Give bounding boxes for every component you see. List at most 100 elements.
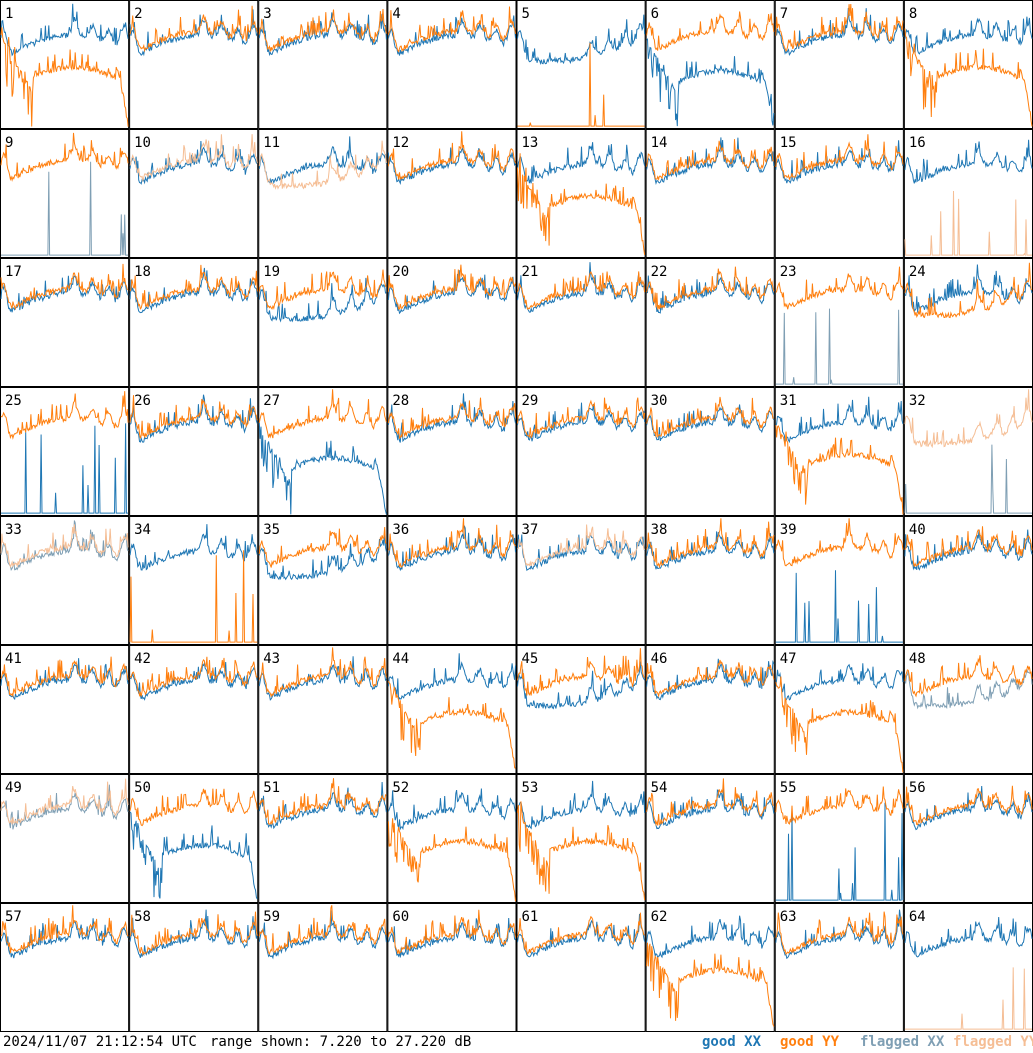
- series-xx-line: [0, 275, 129, 313]
- antenna-tile: 15: [774, 129, 904, 258]
- series-xx-line: [775, 570, 903, 643]
- legend-flagged-yy: flagged YY: [953, 1034, 1033, 1050]
- series-yy-line: [775, 266, 904, 310]
- antenna-tile: 37: [516, 516, 646, 645]
- tile-frame: [774, 645, 904, 774]
- series-yy-line: [646, 139, 775, 181]
- series-yy-line: [129, 264, 258, 310]
- tile-label: 38: [651, 522, 668, 538]
- series-xx-line: [646, 404, 775, 442]
- antenna-tile: 13: [516, 129, 646, 258]
- tile-label: 30: [651, 393, 668, 409]
- antenna-tile: 11: [258, 129, 388, 258]
- tile-label: 55: [780, 780, 797, 796]
- antenna-tile: 40: [903, 516, 1033, 645]
- antenna-tile: 18: [129, 258, 259, 387]
- series-yy-line: [387, 6, 516, 53]
- antenna-tile: 26: [129, 387, 259, 516]
- series-yy-line: [387, 909, 516, 955]
- antenna-tile: 57: [0, 903, 130, 1032]
- tile-frame: [0, 0, 130, 129]
- antenna-tile: 64: [903, 903, 1033, 1032]
- antenna-tile: 21: [516, 258, 646, 387]
- series-yy-line: [129, 134, 258, 183]
- tile-label: 31: [780, 393, 797, 409]
- tile-frame: [516, 903, 646, 1032]
- tile-label: 11: [263, 135, 280, 151]
- antenna-tile: 20: [387, 258, 517, 387]
- antenna-tile: 50: [129, 774, 259, 903]
- tile-frame: [0, 387, 130, 516]
- series-yy-line: [646, 396, 774, 439]
- antenna-tile: 45: [516, 645, 646, 774]
- series-xx-line: [904, 916, 1033, 958]
- series-xx-line: [775, 308, 903, 385]
- series-xx-line: [0, 658, 129, 701]
- tile-label: 34: [134, 522, 151, 538]
- series-xx-line: [387, 15, 516, 56]
- series-xx-line: [646, 137, 775, 186]
- tile-label: 45: [522, 651, 539, 667]
- series-yy-line: [129, 5, 258, 53]
- series-yy-line: [129, 911, 258, 956]
- series-yy-line: [904, 28, 1033, 127]
- tile-label: 32: [909, 393, 926, 409]
- antenna-tile: 30: [645, 387, 775, 516]
- tile-frame: [0, 903, 130, 1032]
- tile-label: 10: [134, 135, 151, 151]
- legend-good-xx: good XX: [702, 1034, 762, 1050]
- tile-frame: [387, 903, 517, 1032]
- series-xx-line: [517, 14, 646, 66]
- series-yy-line: [775, 3, 904, 53]
- tile-frame: [0, 645, 130, 774]
- series-yy-line: [258, 389, 387, 439]
- series-xx-line: [129, 661, 258, 701]
- tile-frame: [774, 903, 904, 1032]
- antenna-tile: 1: [0, 0, 130, 129]
- antenna-tile: 42: [129, 645, 259, 774]
- series-yy-line: [258, 526, 387, 568]
- tile-label: 3: [263, 6, 271, 22]
- tile-label: 37: [522, 522, 539, 538]
- series-yy-line: [258, 905, 387, 955]
- antenna-tile: 53: [516, 774, 646, 903]
- series-xx-line: [904, 139, 1033, 184]
- tile-label: 26: [134, 393, 151, 409]
- series-yy-line: [517, 912, 645, 956]
- series-yy-line: [775, 786, 904, 825]
- antenna-tile: 19: [258, 258, 388, 387]
- antenna-tile: 17: [0, 258, 130, 387]
- tile-frame: [903, 903, 1033, 1032]
- tile-frame: [258, 129, 388, 258]
- tile-label: 64: [909, 909, 926, 925]
- antenna-tile: 6: [645, 0, 775, 129]
- series-yy-line: [775, 518, 904, 567]
- series-yy-line: [775, 425, 904, 515]
- tile-label: 13: [522, 135, 539, 151]
- series-xx-line: [129, 909, 258, 958]
- antenna-tile: 5: [516, 0, 646, 129]
- series-yy-line: [646, 659, 775, 698]
- series-xx-line: [0, 784, 129, 830]
- series-xx-line: [387, 653, 516, 701]
- series-yy-line: [387, 131, 516, 181]
- tile-frame: [129, 903, 259, 1032]
- series-yy-line: [904, 655, 1033, 698]
- series-yy-line: [517, 397, 646, 439]
- antenna-tile: 43: [258, 645, 388, 774]
- tile-label: 35: [263, 522, 280, 538]
- series-xx-line: [775, 7, 904, 56]
- series-yy-line: [904, 262, 1033, 319]
- tile-label: 2: [134, 6, 142, 22]
- antenna-tile: 33: [0, 516, 130, 645]
- series-yy-line: [129, 550, 258, 643]
- series-yy-line: [258, 269, 387, 311]
- series-yy-line: [387, 680, 516, 769]
- series-xx-line: [904, 785, 1033, 831]
- tile-label: 36: [392, 522, 409, 538]
- tile-label: 23: [780, 264, 797, 280]
- antenna-tile: 32: [903, 387, 1033, 516]
- tile-label: 1: [5, 6, 13, 22]
- antenna-tile: 28: [387, 387, 517, 516]
